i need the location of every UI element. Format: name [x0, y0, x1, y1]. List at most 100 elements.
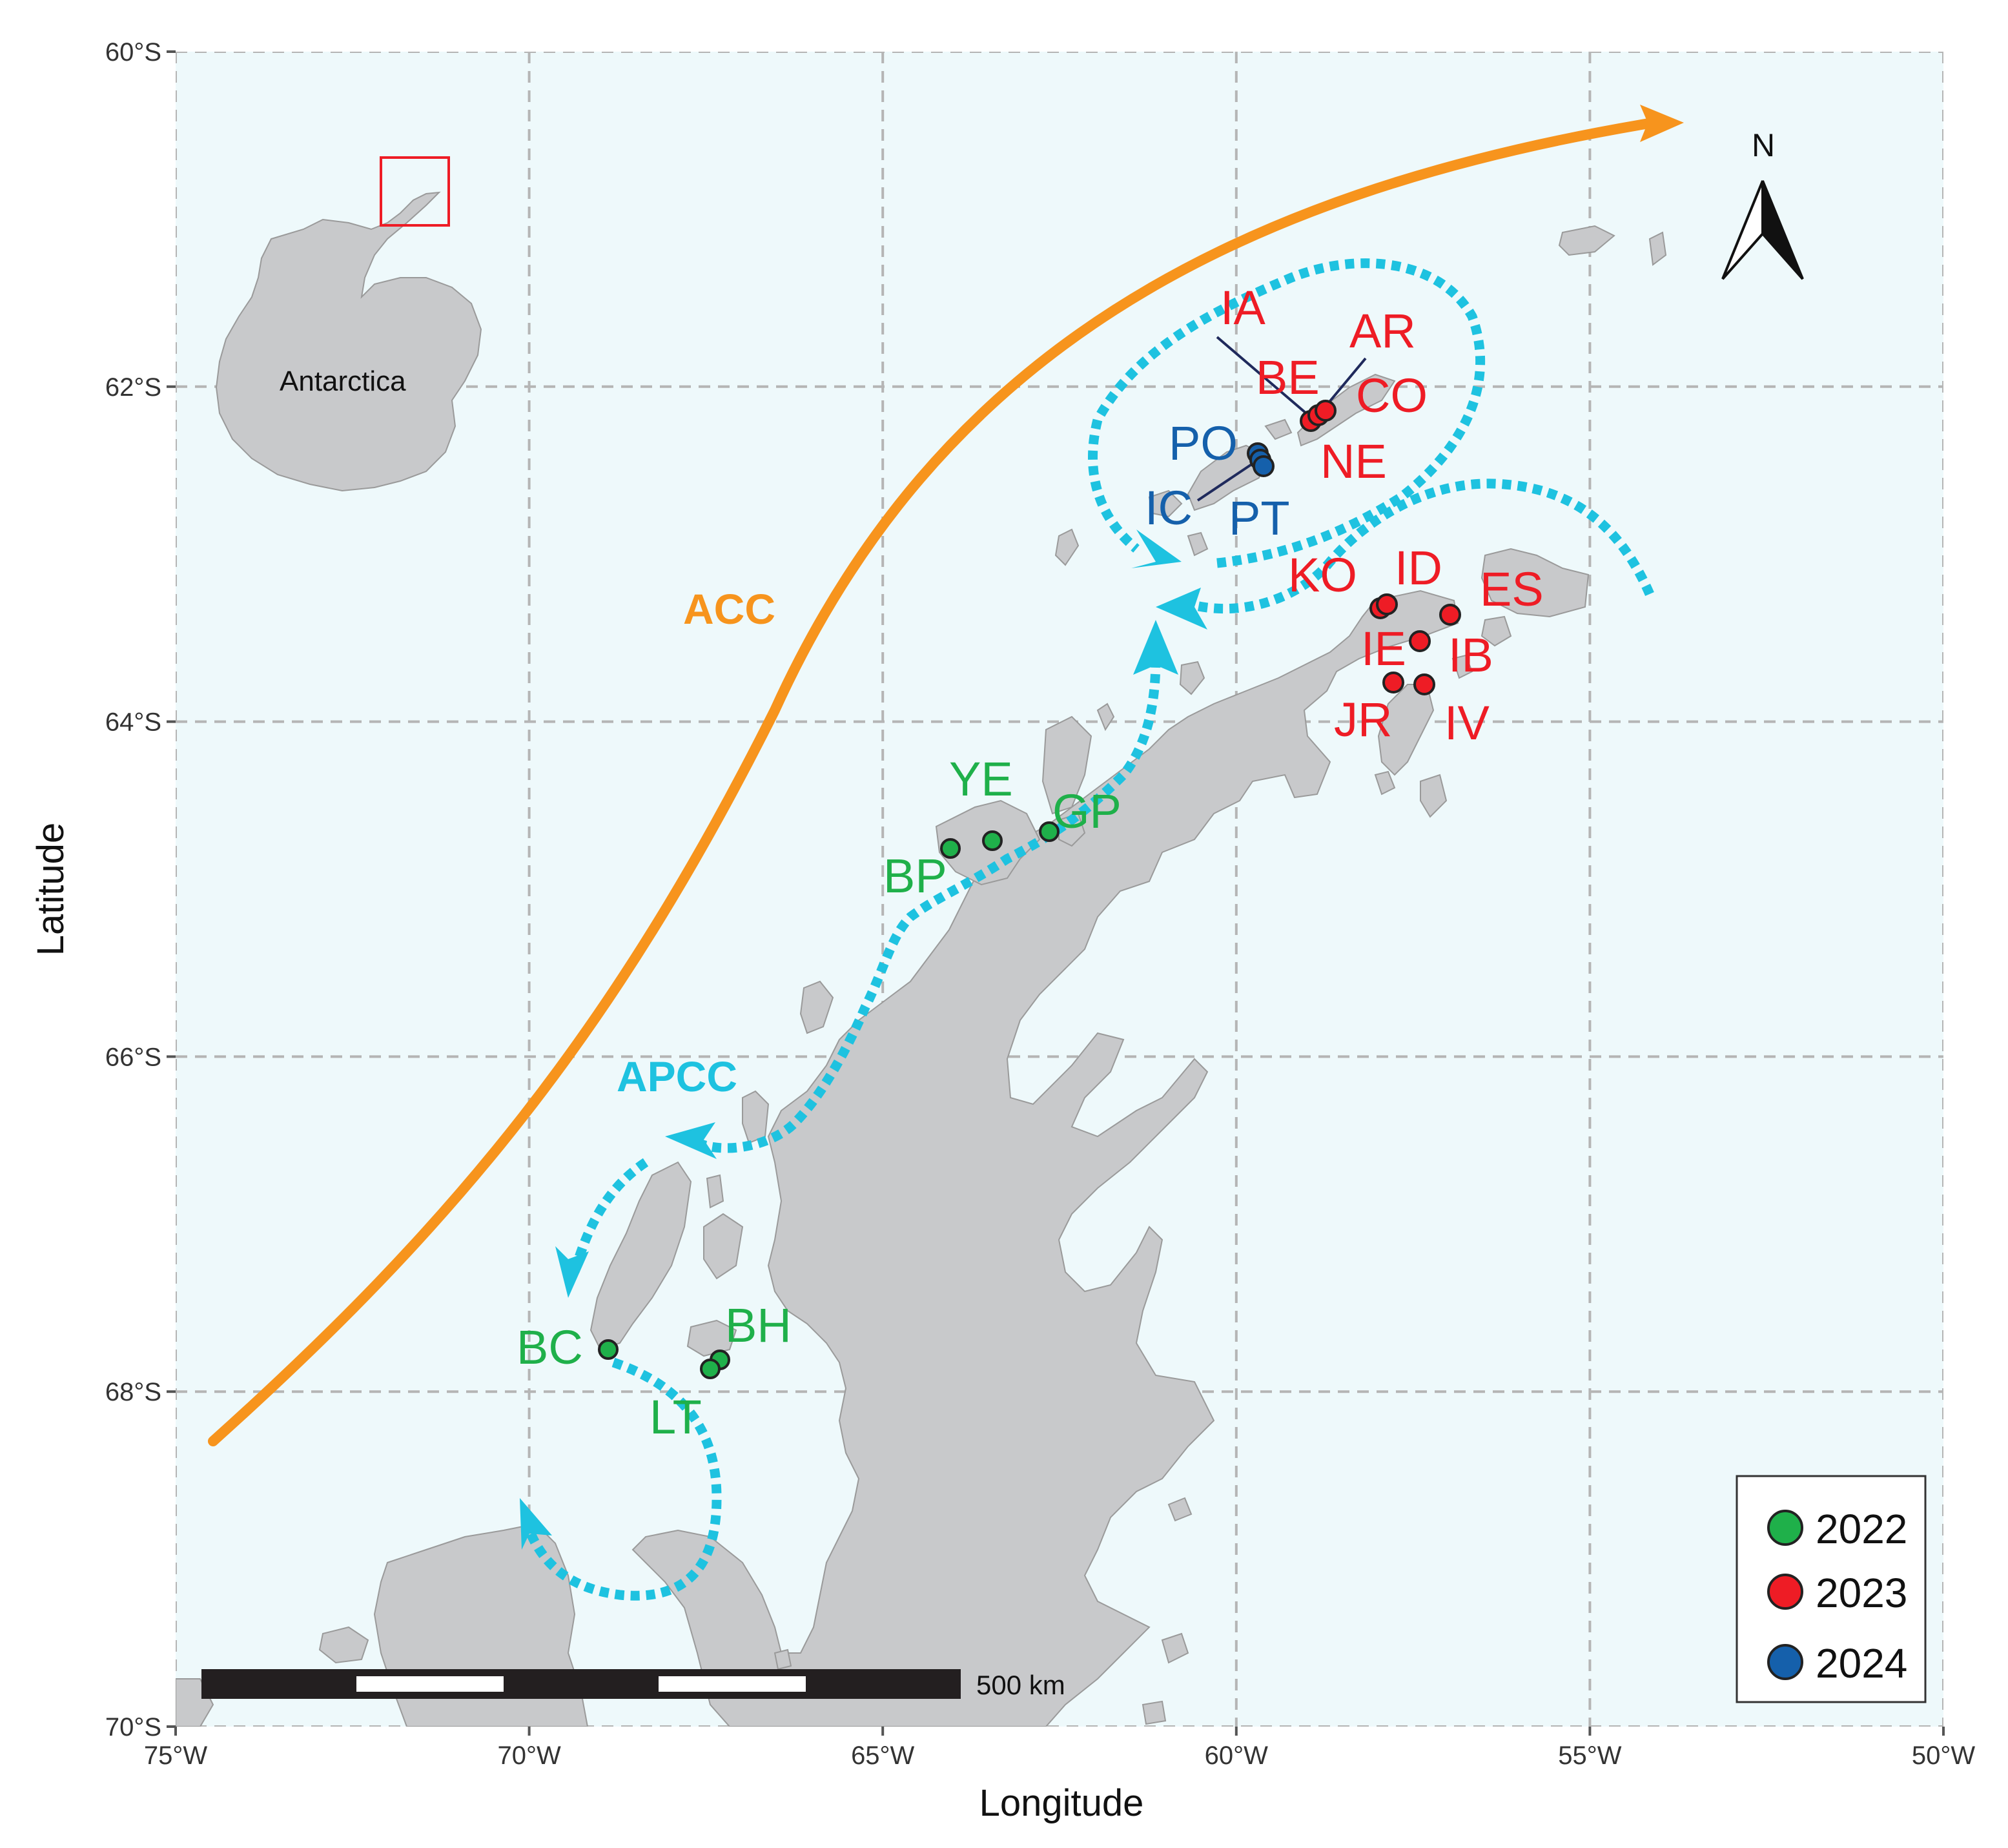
antarctica-inset-land — [215, 191, 482, 492]
x-tick-label: 70°W — [497, 1741, 560, 1770]
scale-bar-segment — [659, 1676, 806, 1692]
site-marker — [1439, 604, 1461, 626]
small-island — [1374, 770, 1396, 796]
site-label-ie: IE — [1361, 622, 1406, 675]
y-tick-label: 64°S — [105, 708, 161, 737]
leader-line-ar — [1322, 357, 1367, 410]
map-axes: 75°W 70°W 65°W 60°W 55°W 50°W 60°S 62°S 64°S 66°S… — [105, 38, 1976, 1770]
site-labels: IA AR BE CO NE PO IC PT KO ID ES IE IB J… — [517, 281, 1544, 1444]
legend-marker-2024 — [1767, 1644, 1803, 1680]
legend-label-2022: 2022 — [1816, 1506, 1907, 1552]
x-tick-label: 65°W — [851, 1741, 914, 1770]
site-label-be: BE — [1256, 351, 1320, 404]
king-george-island-land — [1296, 373, 1396, 447]
small-island — [1420, 774, 1448, 818]
antarctica-inset: Antarctica — [215, 156, 482, 492]
apcc-label: APCC — [617, 1052, 737, 1100]
site-label-ia: IA — [1220, 281, 1266, 334]
legend-label-2023: 2023 — [1816, 1570, 1907, 1616]
small-island — [686, 1319, 737, 1357]
site-marker — [982, 830, 1003, 851]
antarctic-peninsula-land — [631, 590, 1459, 1727]
scale-bar: 500 km — [201, 1669, 1065, 1700]
apcc-arrowheads — [520, 529, 1207, 1550]
apcc-bottom-path — [525, 1357, 722, 1601]
apcc-arrowhead — [1133, 620, 1178, 675]
legend-label-2024: 2024 — [1816, 1640, 1907, 1687]
small-island — [1142, 1700, 1167, 1725]
small-island — [773, 1648, 792, 1670]
x-axis-title: Longitude — [979, 1782, 1144, 1824]
joinville-island-land — [1480, 548, 1590, 618]
site-label-ye: YE — [949, 752, 1013, 806]
inset-label: Antarctica — [280, 365, 406, 397]
small-island — [318, 1626, 369, 1664]
y-tick-label: 62°S — [105, 373, 161, 402]
small-island — [1161, 1632, 1189, 1664]
small-island — [1187, 531, 1209, 557]
site-label-gp: GP — [1052, 785, 1122, 838]
site-markers — [598, 400, 1461, 1379]
site-label-ic: IC — [1145, 481, 1193, 535]
y-tick-label: 60°S — [105, 38, 161, 67]
site-label-pt: PT — [1229, 491, 1290, 545]
scale-bar-segment — [201, 1669, 961, 1699]
small-island — [1648, 231, 1667, 266]
small-island — [1148, 489, 1183, 518]
inset-locator-box — [380, 156, 450, 227]
site-label-bc: BC — [517, 1320, 583, 1374]
x-tick-label: 55°W — [1558, 1741, 1621, 1770]
site-marker — [1253, 455, 1275, 477]
small-island — [1451, 654, 1473, 679]
site-marker — [1382, 672, 1404, 693]
graticule-grid — [176, 52, 1943, 1727]
small-island — [1167, 1497, 1193, 1522]
site-label-ne: NE — [1320, 435, 1387, 488]
acc-label: ACC — [683, 585, 775, 633]
site-label-lt: LT — [650, 1390, 702, 1444]
y-axis-title: Latitude — [30, 823, 72, 956]
adelaide-island-land — [589, 1161, 692, 1351]
y-tick-label: 66°S — [105, 1043, 161, 1071]
small-island — [1264, 418, 1293, 440]
small-island — [1096, 703, 1115, 732]
apcc-arrowhead — [665, 1122, 717, 1159]
site-marker — [598, 1339, 619, 1360]
small-island — [1480, 615, 1512, 647]
small-island — [1179, 661, 1205, 695]
site-label-ko: KO — [1288, 548, 1357, 602]
site-marker — [1315, 400, 1337, 422]
brabant-island-land — [1041, 715, 1092, 815]
site-label-id: ID — [1395, 541, 1442, 595]
apcc-loop-path — [1088, 258, 1486, 568]
small-island — [706, 1174, 724, 1209]
site-label-po: PO — [1169, 416, 1238, 470]
x-tick-label: 75°W — [144, 1741, 207, 1770]
site-label-ib: IB — [1448, 628, 1493, 682]
site-marker — [1039, 821, 1060, 842]
site-label-jr: JR — [1334, 693, 1392, 746]
site-marker — [700, 1359, 721, 1379]
apcc-arrowhead — [555, 1246, 589, 1298]
legend-marker-2023 — [1767, 1574, 1803, 1610]
x-tick-label: 50°W — [1912, 1741, 1975, 1770]
small-island — [703, 1213, 744, 1280]
site-marker — [1409, 630, 1431, 652]
acc-current-path — [208, 118, 1658, 1446]
north-arrow-label: N — [1752, 127, 1775, 163]
apcc-peninsula-path — [695, 658, 1161, 1153]
site-marker — [1413, 673, 1435, 695]
north-arrow: N — [1721, 127, 1804, 280]
site-label-bh: BH — [725, 1299, 792, 1352]
x-tick-label: 60°W — [1205, 1741, 1268, 1770]
small-island — [1058, 812, 1086, 847]
site-label-co: CO — [1356, 369, 1428, 422]
y-tick-label: 68°S — [105, 1378, 161, 1406]
site-label-ar: AR — [1349, 304, 1416, 358]
leader-line-ia — [1216, 336, 1312, 418]
scale-bar-segment — [356, 1676, 504, 1692]
apcc-arrowhead — [520, 1498, 552, 1550]
y-tick-label: 70°S — [105, 1713, 161, 1741]
site-marker — [940, 838, 961, 859]
